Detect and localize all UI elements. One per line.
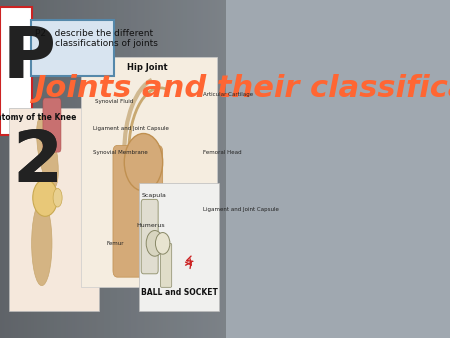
Text: Articular Cartilage: Articular Cartilage: [203, 92, 253, 97]
Text: Synovial Fluid: Synovial Fluid: [95, 99, 133, 104]
Circle shape: [146, 231, 163, 256]
FancyBboxPatch shape: [139, 183, 219, 311]
FancyBboxPatch shape: [160, 243, 172, 287]
Text: Humerus: Humerus: [136, 223, 165, 228]
Text: P: P: [2, 24, 55, 93]
Text: P: P: [2, 24, 55, 93]
Text: Hip Joint: Hip Joint: [126, 63, 167, 72]
Ellipse shape: [32, 201, 52, 286]
Text: Femur: Femur: [106, 241, 124, 246]
Text: Anatomy of the Knee: Anatomy of the Knee: [0, 113, 76, 122]
FancyBboxPatch shape: [43, 98, 61, 152]
Text: Ligament and Joint Capsule: Ligament and Joint Capsule: [203, 207, 279, 212]
Text: BALL and SOCKET: BALL and SOCKET: [141, 288, 218, 297]
Text: Femoral Head: Femoral Head: [203, 150, 242, 154]
Circle shape: [124, 134, 163, 191]
Text: Synovial Membrane: Synovial Membrane: [93, 150, 148, 154]
Circle shape: [155, 233, 170, 254]
Text: P2   describe the different
       classifications of joints: P2 describe the different classification…: [35, 29, 158, 48]
Ellipse shape: [36, 116, 58, 188]
FancyBboxPatch shape: [31, 20, 114, 76]
Circle shape: [33, 179, 58, 216]
Bar: [0, 7, 32, 135]
FancyBboxPatch shape: [9, 108, 99, 311]
Text: Ligament and Joint Capsule: Ligament and Joint Capsule: [93, 126, 168, 131]
Text: Scapula: Scapula: [141, 193, 166, 198]
Text: Joints and their classifications: Joints and their classifications: [34, 74, 450, 103]
Ellipse shape: [53, 189, 62, 207]
FancyBboxPatch shape: [141, 199, 158, 274]
FancyBboxPatch shape: [81, 57, 217, 287]
FancyBboxPatch shape: [113, 145, 163, 277]
Text: 2: 2: [13, 128, 63, 197]
Text: 2: 2: [13, 128, 63, 197]
